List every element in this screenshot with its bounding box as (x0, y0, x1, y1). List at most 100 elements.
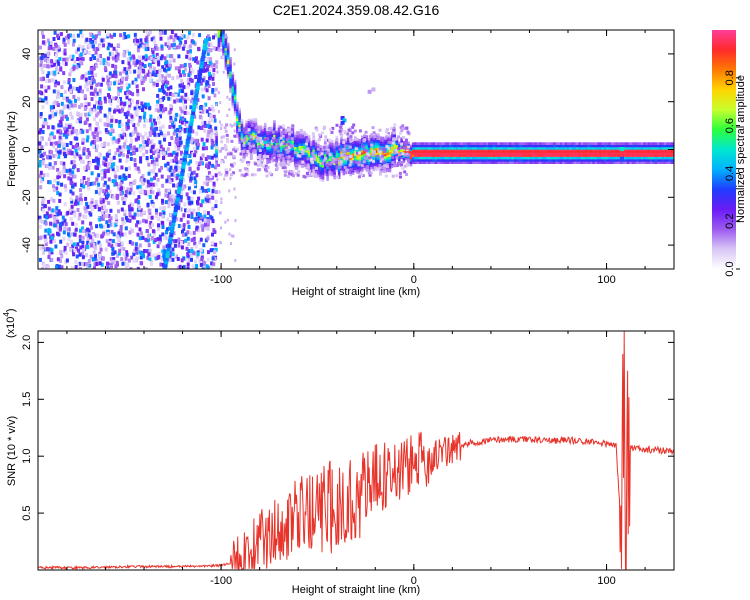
noise-cell (87, 150, 91, 155)
noise-cell (139, 212, 143, 217)
noise-cell (151, 125, 155, 130)
signal-cell (592, 142, 595, 145)
noise-cell (39, 159, 42, 164)
noise-cell (73, 248, 77, 253)
noise-cell (149, 126, 153, 131)
signal-cell (647, 156, 651, 160)
signal-cell (291, 140, 295, 143)
signal-cell (576, 147, 579, 150)
noise-cell (50, 222, 54, 227)
signal-cell (432, 144, 436, 148)
noise-cell (132, 258, 136, 263)
noise-cell (63, 42, 67, 47)
noise-cell (110, 244, 114, 248)
noise-cell (40, 56, 44, 61)
signal-cell (522, 156, 526, 160)
signal-cell (411, 154, 415, 157)
noise-cell (149, 185, 153, 190)
signal-cell (566, 151, 570, 155)
signal-cell (610, 156, 614, 160)
signal-cell (488, 161, 491, 164)
signal-cell (238, 119, 241, 123)
signal-cell (580, 159, 584, 162)
signal-cell (617, 159, 621, 162)
noise-cell (127, 150, 130, 155)
noise-cell (129, 151, 133, 156)
noise-cell (190, 238, 194, 243)
signal-cell (432, 149, 436, 153)
noise-cell (212, 68, 216, 72)
noise-cell (85, 232, 88, 237)
signal-cell (351, 141, 355, 144)
noise-cell (207, 48, 211, 53)
signal-cell (303, 164, 306, 168)
signal-cell (592, 144, 595, 148)
noise-cell (173, 129, 177, 134)
signal-cell (557, 144, 561, 148)
signal-cell (231, 71, 235, 75)
noise-cell (135, 256, 139, 261)
signal-cell (659, 144, 662, 148)
noise-cell (123, 211, 127, 216)
noise-cell (98, 243, 102, 248)
signal-cell (647, 159, 651, 162)
streak-cell (167, 242, 172, 248)
signal-cell (539, 156, 542, 160)
signal-cell (446, 161, 450, 164)
signal-cell (356, 138, 359, 141)
noise-cell (79, 52, 83, 57)
noise-cell (39, 114, 43, 119)
signal-cell (256, 148, 260, 151)
noise-cell (41, 70, 45, 75)
noise-cell (164, 200, 168, 205)
noise-cell (161, 85, 164, 90)
noise-cell (81, 235, 85, 240)
noise-cell (96, 137, 100, 142)
noise-cell (181, 153, 185, 158)
signal-cell (266, 135, 269, 138)
signal-cell (384, 141, 387, 145)
signal-cell (328, 141, 332, 145)
signal-cell (351, 165, 355, 168)
signal-cell (462, 149, 466, 153)
noise-cell (176, 265, 180, 269)
signal-cell (240, 121, 244, 124)
noise-cell (139, 148, 143, 153)
noise-cell (123, 142, 127, 147)
noise-cell (175, 184, 179, 188)
noise-cell (77, 146, 81, 151)
noise-cell (213, 165, 217, 170)
noise-cell (63, 174, 67, 179)
noise-cell (199, 262, 203, 267)
signal-cell (296, 137, 299, 140)
noise-cell (106, 169, 110, 173)
signal-cell (444, 156, 447, 160)
noise-cell (199, 160, 203, 165)
noise-cell (98, 109, 102, 114)
signal-cell (317, 169, 320, 173)
noise-cell (169, 35, 173, 40)
signal-cell (444, 161, 447, 164)
signal-cell (666, 149, 669, 153)
noise-cell (64, 168, 67, 173)
signal-cell (590, 151, 593, 155)
signal-cell (270, 128, 274, 132)
signal-cell (525, 149, 528, 153)
signal-cell (601, 147, 605, 150)
signal-cell (485, 142, 489, 145)
noise-cell (194, 58, 198, 63)
noise-cell (49, 221, 52, 226)
signal-cell (268, 131, 272, 135)
noise-cell (57, 47, 61, 52)
signal-cell (654, 154, 658, 157)
signal-cell (270, 152, 274, 156)
signal-cell (627, 151, 630, 155)
signal-cell (312, 142, 315, 145)
noise-cell (53, 100, 57, 105)
noise-cell (197, 196, 201, 201)
signal-cell (636, 147, 639, 150)
signal-cell (277, 132, 281, 135)
noise-cell (188, 56, 192, 61)
signal-cell (506, 151, 510, 155)
signal-cell (333, 169, 336, 173)
